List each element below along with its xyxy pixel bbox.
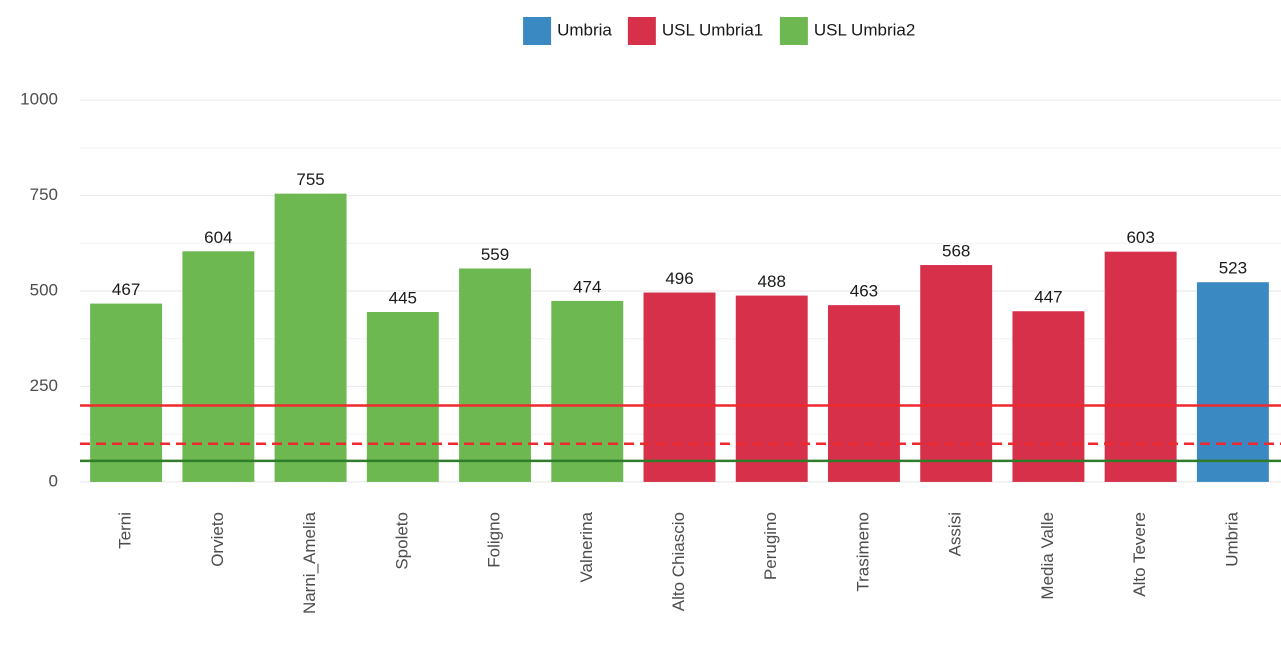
data-label: 447 (1034, 288, 1062, 307)
bar (827, 305, 900, 482)
x-tick-label: Alto Tevere (1130, 512, 1149, 597)
bar (274, 193, 347, 482)
x-tick-label: Perugino (761, 512, 780, 580)
x-tick-label: Valnerina (577, 511, 596, 582)
legend-label: Umbria (557, 20, 612, 39)
x-tick-label: Umbria (1222, 511, 1241, 566)
legend-swatch (779, 17, 808, 45)
bar (1104, 251, 1177, 482)
bar (366, 312, 439, 482)
legend-label: USL Umbria2 (814, 20, 915, 39)
data-label: 603 (1126, 228, 1154, 247)
data-label: 604 (204, 228, 232, 247)
x-tick-label: Narni_Amelia (300, 511, 319, 614)
data-label: 523 (1219, 259, 1247, 278)
y-tick-label: 750 (30, 185, 58, 204)
x-tick-label: Spoleto (392, 512, 411, 570)
x-tick-label: Alto Chiascio (669, 512, 688, 611)
x-tick-label: Orvieto (208, 512, 227, 567)
data-label: 445 (389, 288, 417, 307)
data-label: 559 (481, 245, 509, 264)
x-tick-label: Assisi (946, 512, 965, 556)
bar (1012, 311, 1085, 482)
y-tick-label: 1000 (20, 90, 58, 109)
y-tick-label: 250 (30, 376, 58, 395)
bar (459, 268, 532, 482)
bar (920, 265, 993, 482)
data-label: 474 (573, 277, 601, 296)
data-label: 755 (296, 170, 324, 189)
bar (182, 251, 255, 482)
data-label: 496 (665, 269, 693, 288)
data-label: 467 (112, 280, 140, 299)
bar (1196, 282, 1269, 482)
legend-swatch (627, 17, 656, 45)
x-tick-label: Terni (116, 512, 135, 549)
x-tick-label: Trasimeno (853, 512, 872, 592)
bar (90, 303, 163, 482)
y-tick-label: 500 (30, 280, 58, 299)
y-tick-label: 0 (49, 471, 58, 490)
bar (643, 292, 716, 482)
data-label: 568 (942, 242, 970, 261)
legend-label: USL Umbria1 (662, 20, 763, 39)
bar (551, 300, 624, 482)
data-label: 488 (758, 272, 786, 291)
legend-swatch (523, 17, 552, 45)
bar (735, 295, 808, 482)
data-label: 463 (850, 282, 878, 301)
x-tick-label: Foligno (485, 512, 504, 568)
x-tick-label: Media Valle (1038, 512, 1057, 600)
